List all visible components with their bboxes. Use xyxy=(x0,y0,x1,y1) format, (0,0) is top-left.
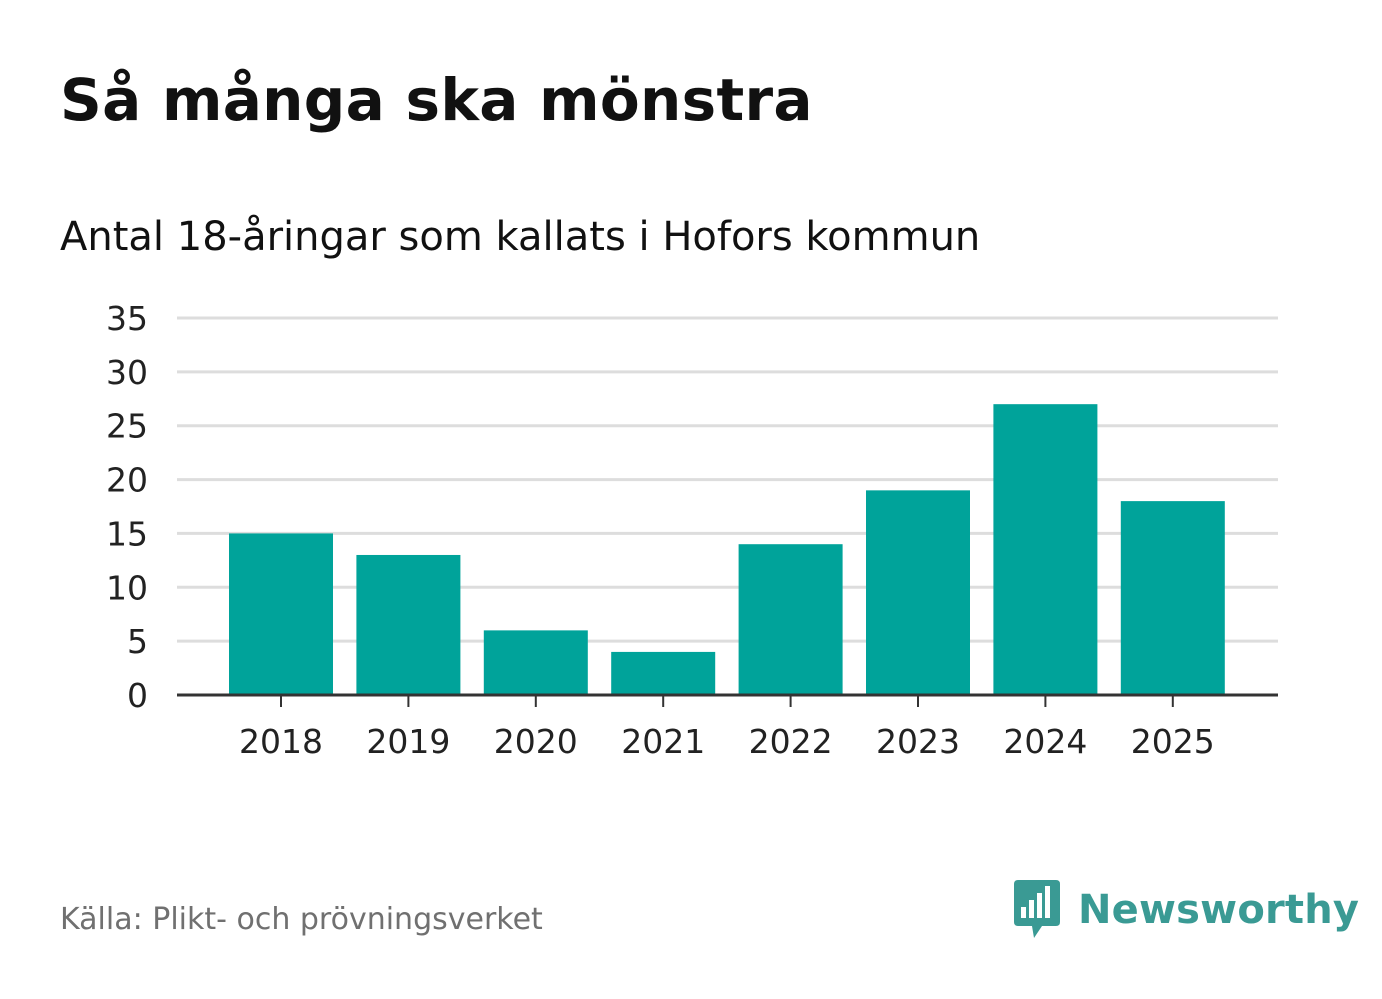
bar-2025 xyxy=(1120,501,1225,695)
bar-2018 xyxy=(229,533,333,695)
brand-logo: Newsworthy xyxy=(1012,880,1359,940)
chart-subtitle: Antal 18-åringar som kallats i Hofors ko… xyxy=(60,214,981,260)
bar-2024 xyxy=(993,404,1098,695)
x-tick-label: 2024 xyxy=(1003,722,1087,761)
x-tick-label: 2018 xyxy=(239,722,323,761)
y-tick-label: 25 xyxy=(106,407,148,446)
bar-2021 xyxy=(611,651,716,695)
y-tick-label: 35 xyxy=(106,299,148,338)
y-tick-label: 5 xyxy=(127,622,148,661)
y-tick-label: 10 xyxy=(106,568,148,607)
x-tick-label: 2021 xyxy=(621,722,705,761)
y-tick-label: 30 xyxy=(106,353,148,392)
x-tick-label: 2023 xyxy=(876,722,960,761)
y-tick-label: 15 xyxy=(106,514,148,553)
bar-2022 xyxy=(738,544,843,695)
source-note: Källa: Plikt- och prövningsverket xyxy=(60,902,543,937)
bar-2019 xyxy=(356,554,461,695)
x-tick-label: 2019 xyxy=(366,722,450,761)
bar-2020 xyxy=(483,630,588,695)
brand-name: Newsworthy xyxy=(1078,887,1360,933)
y-tick-label: 0 xyxy=(127,676,148,715)
x-tick-label: 2022 xyxy=(749,722,833,761)
x-tick-label: 2020 xyxy=(494,722,578,761)
y-tick-label: 20 xyxy=(106,461,148,500)
chart-title: Så många ska mönstra xyxy=(60,66,813,134)
bar-2023 xyxy=(866,490,970,695)
x-tick-label: 2025 xyxy=(1131,722,1215,761)
newsworthy-logo-icon xyxy=(1014,880,1060,938)
